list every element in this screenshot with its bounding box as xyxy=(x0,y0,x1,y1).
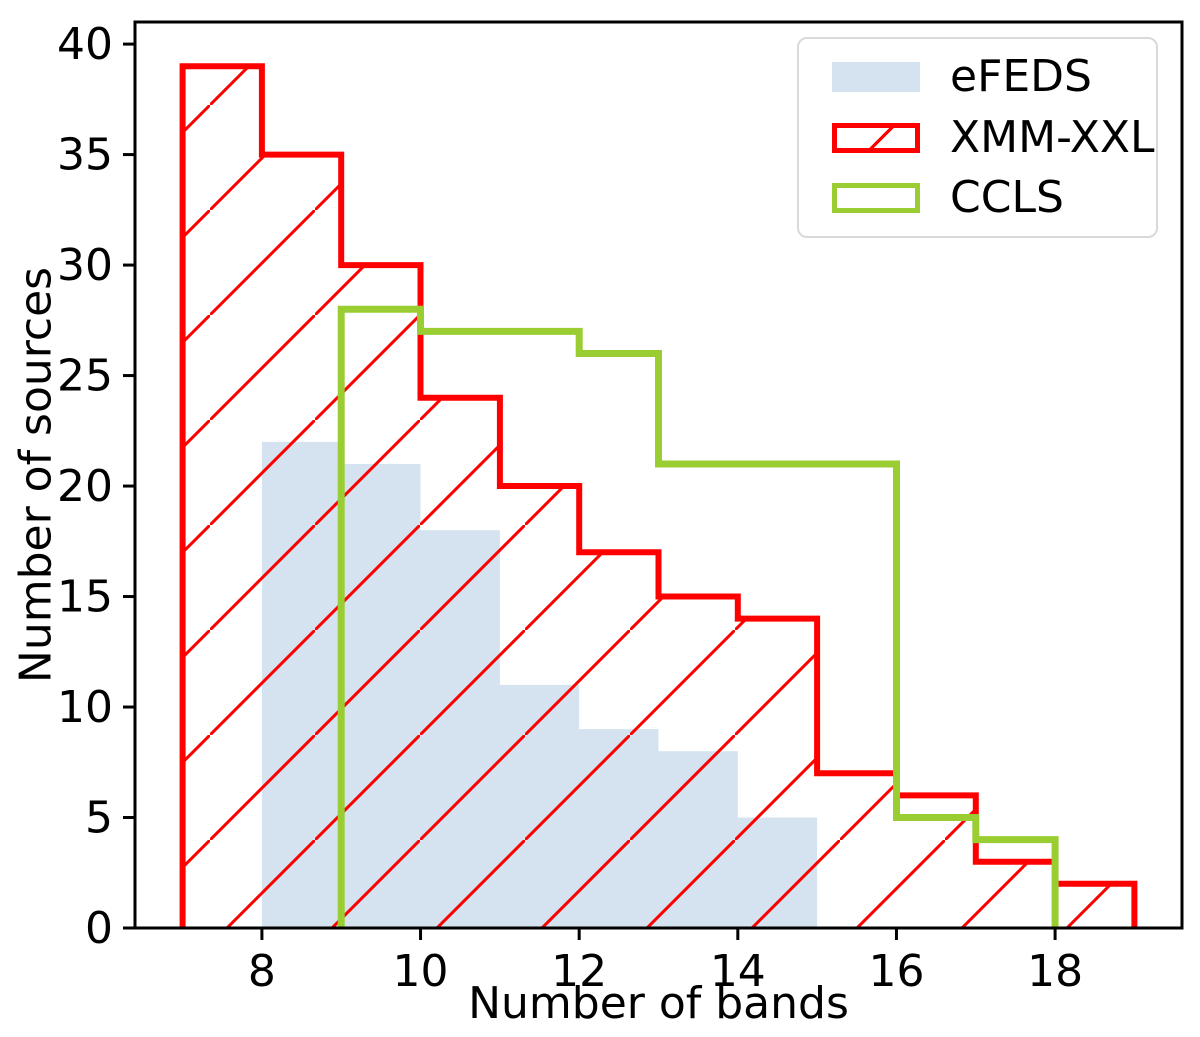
y-tick-label: 10 xyxy=(57,682,113,733)
y-axis-label: Number of sources xyxy=(10,266,62,684)
x-tick-label: 8 xyxy=(248,946,276,997)
legend: eFEDS XMM-XXL CCLS xyxy=(797,37,1158,238)
legend-item-xmm-xxl: XMM-XXL xyxy=(832,111,1156,163)
legend-label-efeds: eFEDS xyxy=(950,51,1092,103)
x-tick-label: 16 xyxy=(868,946,924,997)
y-tick-label: 15 xyxy=(57,572,113,623)
x-tick-label: 18 xyxy=(1027,946,1083,997)
x-axis-label: Number of bands xyxy=(468,978,849,1029)
y-tick-label: 35 xyxy=(57,130,113,181)
legend-label-xmm-xxl: XMM-XXL xyxy=(950,111,1155,163)
legend-item-efeds: eFEDS xyxy=(832,55,1156,99)
y-tick-label: 20 xyxy=(57,461,113,512)
y-tick-label: 30 xyxy=(57,240,113,291)
y-tick-label: 25 xyxy=(57,351,113,402)
x-tick-label: 10 xyxy=(393,946,449,997)
x-tick-label: 12 xyxy=(551,946,607,997)
y-tick-label: 0 xyxy=(85,903,113,954)
y-tick-label: 5 xyxy=(85,793,113,844)
xmm-xxl-hatch-fill xyxy=(182,66,1135,928)
axes-frame xyxy=(133,20,1184,930)
x-tick-label: 14 xyxy=(710,946,766,997)
ccls-outline xyxy=(337,305,1059,928)
xmm-xxl-swatch-icon xyxy=(832,122,920,153)
legend-item-ccls: CCLS xyxy=(832,171,1156,223)
xmm-xxl-outline xyxy=(179,63,1138,928)
y-tick-label: 40 xyxy=(57,19,113,70)
legend-label-ccls: CCLS xyxy=(950,171,1064,223)
efeds-swatch-icon xyxy=(832,62,920,93)
ccls-swatch-icon xyxy=(832,182,920,213)
